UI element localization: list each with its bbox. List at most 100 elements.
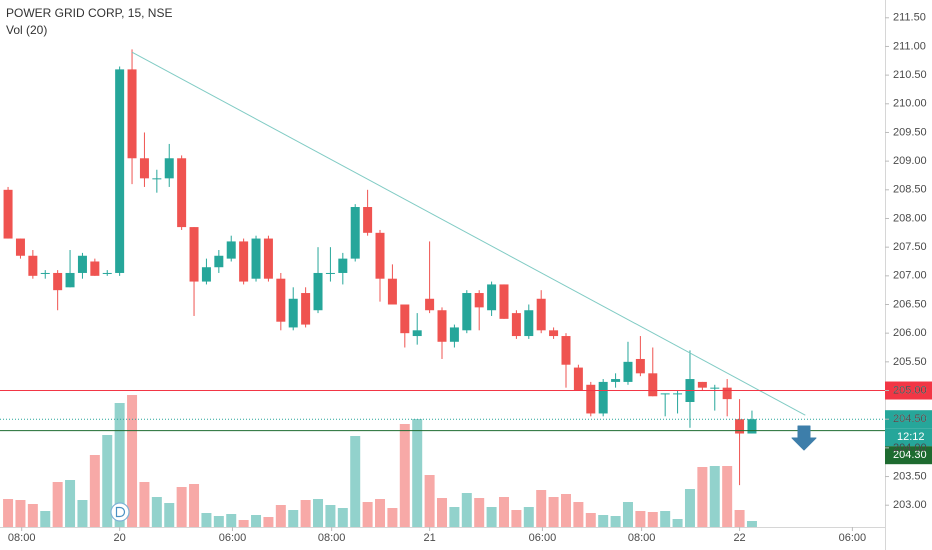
countdown-label: 12:12 (897, 431, 925, 443)
volume-bar (573, 502, 584, 527)
y-tick-label: 208.50 (893, 184, 927, 196)
candle-body (164, 158, 174, 179)
candle-body (437, 310, 447, 342)
volume-bar (734, 510, 745, 527)
volume-bar (213, 516, 224, 527)
volume-bar (263, 517, 274, 527)
volume-bar (164, 503, 175, 527)
candle-body (735, 419, 745, 434)
y-tick-label: 204.50 (893, 413, 927, 425)
candle-body (313, 272, 323, 311)
volume-bar (89, 455, 100, 527)
volume-bar (3, 499, 14, 527)
candle-body (363, 207, 373, 233)
candle-body (288, 298, 298, 328)
candle-body (511, 313, 521, 337)
candle-body (710, 387, 720, 389)
candle-body (549, 330, 559, 337)
y-tick-label: 209.50 (893, 126, 927, 138)
price-label-bg (885, 410, 932, 429)
volume-bar (325, 505, 336, 527)
volume-bar (486, 507, 497, 527)
candle-body (425, 298, 435, 311)
y-tick-label: 210.50 (893, 69, 927, 81)
candle-body (673, 393, 683, 395)
volume-bar (189, 484, 200, 527)
candle-body (214, 255, 224, 268)
marker-glyph (115, 506, 126, 518)
volume-bar (201, 513, 212, 527)
x-tick-label: 22 (733, 532, 745, 544)
volume-bar (622, 502, 633, 527)
chart-title: POWER GRID CORP, 15, NSE (6, 6, 172, 20)
volume-bar (511, 510, 522, 527)
volume-bar (498, 497, 509, 527)
y-tick-label: 203.00 (893, 499, 927, 511)
candle-body (139, 158, 149, 179)
volume-bar (127, 395, 138, 527)
volume-bar (449, 507, 460, 527)
volume-bar (684, 489, 695, 527)
indicator-label: Vol (20) (6, 23, 47, 37)
x-tick-label: 08:00 (628, 532, 656, 544)
candle-body (226, 241, 236, 259)
candle-body (276, 278, 286, 322)
marker-circle (110, 502, 130, 522)
volume-bar (585, 513, 596, 527)
y-tick-label: 203.50 (893, 470, 927, 482)
y-tick-label: 210.00 (893, 98, 927, 110)
candle-body (611, 379, 621, 382)
candle-body (623, 361, 633, 382)
volume-bar (350, 436, 361, 527)
volume-bar (362, 502, 373, 527)
candle-body (15, 238, 25, 256)
candle-body (561, 336, 571, 365)
price-label-bg (885, 381, 932, 400)
candle-body (586, 384, 596, 414)
candle-body (239, 241, 249, 282)
candle-body (474, 293, 484, 308)
dividend-marker[interactable] (110, 502, 130, 522)
price-label: 205.00 (893, 384, 927, 396)
volume-bar (375, 499, 386, 527)
y-tick-label: 209.00 (893, 155, 927, 167)
volume-bar (238, 520, 249, 527)
x-tick-label: 08:00 (318, 532, 346, 544)
y-tick-label: 205.50 (893, 356, 927, 368)
overlays: 205.00 204.50 12:12 204.30 (0, 51, 932, 465)
y-tick-label: 207.00 (893, 270, 927, 282)
candle-body (77, 255, 87, 273)
volume-bar (77, 500, 88, 527)
volume-bar (65, 480, 76, 527)
down-arrow-icon[interactable] (791, 425, 817, 451)
y-tick-label: 205.00 (893, 384, 927, 396)
candle-body (127, 69, 137, 159)
y-tick-label: 206.50 (893, 298, 927, 310)
volume-bar (474, 498, 485, 527)
volume-bar (722, 466, 733, 527)
volume-bar (40, 511, 51, 527)
volume-bar (139, 482, 150, 527)
candle-body (697, 381, 707, 388)
volume-bar (300, 500, 311, 527)
volume-bar (275, 505, 286, 527)
volume-bar (598, 515, 609, 527)
volume-bar (151, 497, 162, 527)
candle-body (536, 298, 546, 331)
volume-bar (647, 512, 658, 527)
candle-body (400, 304, 410, 334)
volume-bar (709, 466, 720, 527)
candle-body (462, 293, 472, 331)
candle-body (177, 158, 187, 228)
volume-bar (437, 498, 448, 527)
candles (3, 49, 757, 486)
volume-bar (387, 508, 398, 527)
candle-body (3, 189, 13, 239)
candle-body (573, 367, 583, 391)
candle-body (635, 358, 645, 374)
candle-body (263, 238, 273, 279)
candle-body (325, 272, 335, 274)
y-tick-label: 206.00 (893, 327, 927, 339)
candle-body (598, 381, 608, 414)
candle-body (102, 272, 112, 274)
